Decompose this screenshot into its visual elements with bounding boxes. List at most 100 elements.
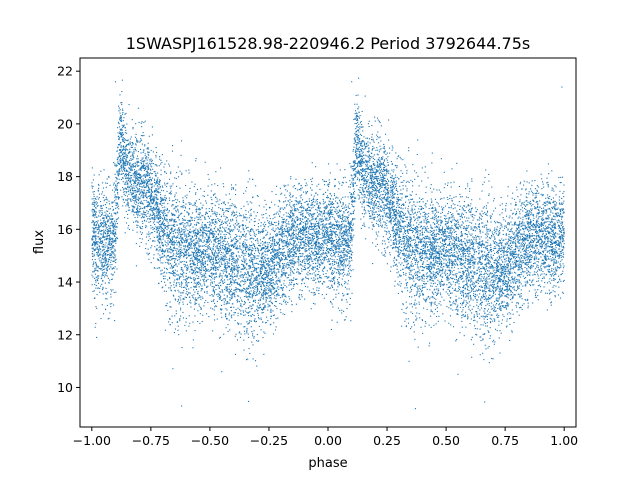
- data-point: [401, 193, 404, 195]
- data-point: [99, 260, 101, 262]
- data-point: [274, 272, 276, 274]
- data-point: [117, 157, 119, 159]
- data-point: [265, 234, 267, 236]
- data-point: [100, 222, 102, 224]
- data-point: [234, 247, 236, 249]
- data-point: [360, 227, 362, 230]
- data-point: [124, 183, 126, 185]
- data-point: [482, 294, 484, 296]
- data-point: [383, 177, 385, 179]
- data-point: [489, 215, 491, 217]
- data-point: [516, 227, 518, 229]
- data-point: [455, 276, 457, 278]
- data-point: [232, 292, 234, 294]
- data-point: [279, 309, 281, 311]
- data-point: [175, 255, 177, 257]
- data-point: [503, 301, 505, 303]
- data-point: [91, 182, 93, 184]
- data-point: [398, 221, 401, 223]
- data-point: [517, 233, 519, 235]
- data-point: [175, 185, 178, 187]
- data-point: [246, 245, 248, 247]
- data-point: [161, 205, 163, 207]
- data-point: [280, 276, 282, 278]
- data-point: [371, 166, 373, 168]
- data-point: [474, 297, 476, 299]
- data-point: [299, 202, 301, 204]
- data-point: [341, 257, 343, 259]
- data-point: [380, 222, 382, 224]
- data-point: [534, 244, 536, 246]
- data-point: [118, 154, 121, 156]
- data-point: [432, 245, 434, 247]
- data-point: [164, 206, 166, 208]
- data-point: [141, 160, 143, 163]
- data-point: [347, 241, 349, 243]
- data-point: [233, 289, 235, 291]
- data-point: [545, 212, 547, 214]
- data-point: [279, 261, 281, 263]
- data-point: [484, 297, 487, 299]
- data-point: [497, 267, 499, 269]
- data-point: [468, 262, 470, 264]
- data-point: [510, 282, 512, 284]
- data-point: [170, 224, 172, 226]
- data-point: [212, 231, 215, 233]
- data-point: [542, 250, 544, 253]
- data-point: [375, 185, 377, 187]
- data-point: [254, 360, 257, 362]
- data-point: [144, 167, 146, 169]
- data-point: [246, 288, 248, 290]
- data-point: [557, 225, 559, 227]
- data-point: [214, 183, 216, 185]
- data-point: [269, 224, 271, 226]
- data-point: [117, 237, 119, 240]
- data-point: [465, 293, 467, 295]
- data-point: [200, 256, 202, 258]
- data-point: [429, 244, 431, 246]
- data-point: [499, 279, 501, 281]
- data-point: [540, 274, 542, 276]
- data-point: [208, 270, 210, 272]
- data-point: [342, 243, 344, 245]
- data-point: [143, 167, 145, 169]
- data-point: [242, 287, 245, 289]
- data-point: [100, 260, 102, 262]
- data-point: [236, 211, 238, 213]
- data-point: [268, 264, 270, 266]
- data-point: [233, 262, 235, 264]
- data-point: [183, 252, 185, 254]
- data-point: [300, 229, 303, 231]
- data-point: [370, 165, 372, 167]
- data-point: [417, 278, 419, 280]
- data-point: [489, 237, 492, 240]
- data-point: [272, 251, 274, 253]
- data-point: [264, 241, 267, 243]
- data-point: [212, 254, 214, 256]
- data-point: [347, 264, 349, 266]
- data-point: [120, 149, 122, 151]
- data-point: [537, 204, 539, 206]
- data-point: [391, 184, 393, 186]
- data-point: [402, 208, 404, 210]
- data-point: [512, 282, 514, 284]
- data-point: [120, 115, 122, 117]
- data-point: [104, 253, 106, 256]
- data-point: [303, 269, 305, 271]
- data-point: [197, 232, 199, 234]
- data-point: [342, 177, 345, 179]
- data-point: [462, 270, 464, 272]
- data-point: [190, 237, 192, 239]
- data-point: [264, 199, 266, 201]
- data-point: [461, 311, 463, 313]
- data-point: [302, 253, 304, 255]
- data-point: [414, 208, 416, 210]
- data-point: [485, 169, 487, 171]
- data-point: [418, 303, 420, 305]
- data-point: [96, 294, 98, 296]
- data-point: [278, 256, 280, 259]
- data-point: [559, 231, 561, 233]
- data-point: [291, 248, 293, 250]
- data-point: [122, 120, 124, 122]
- data-point: [317, 257, 320, 259]
